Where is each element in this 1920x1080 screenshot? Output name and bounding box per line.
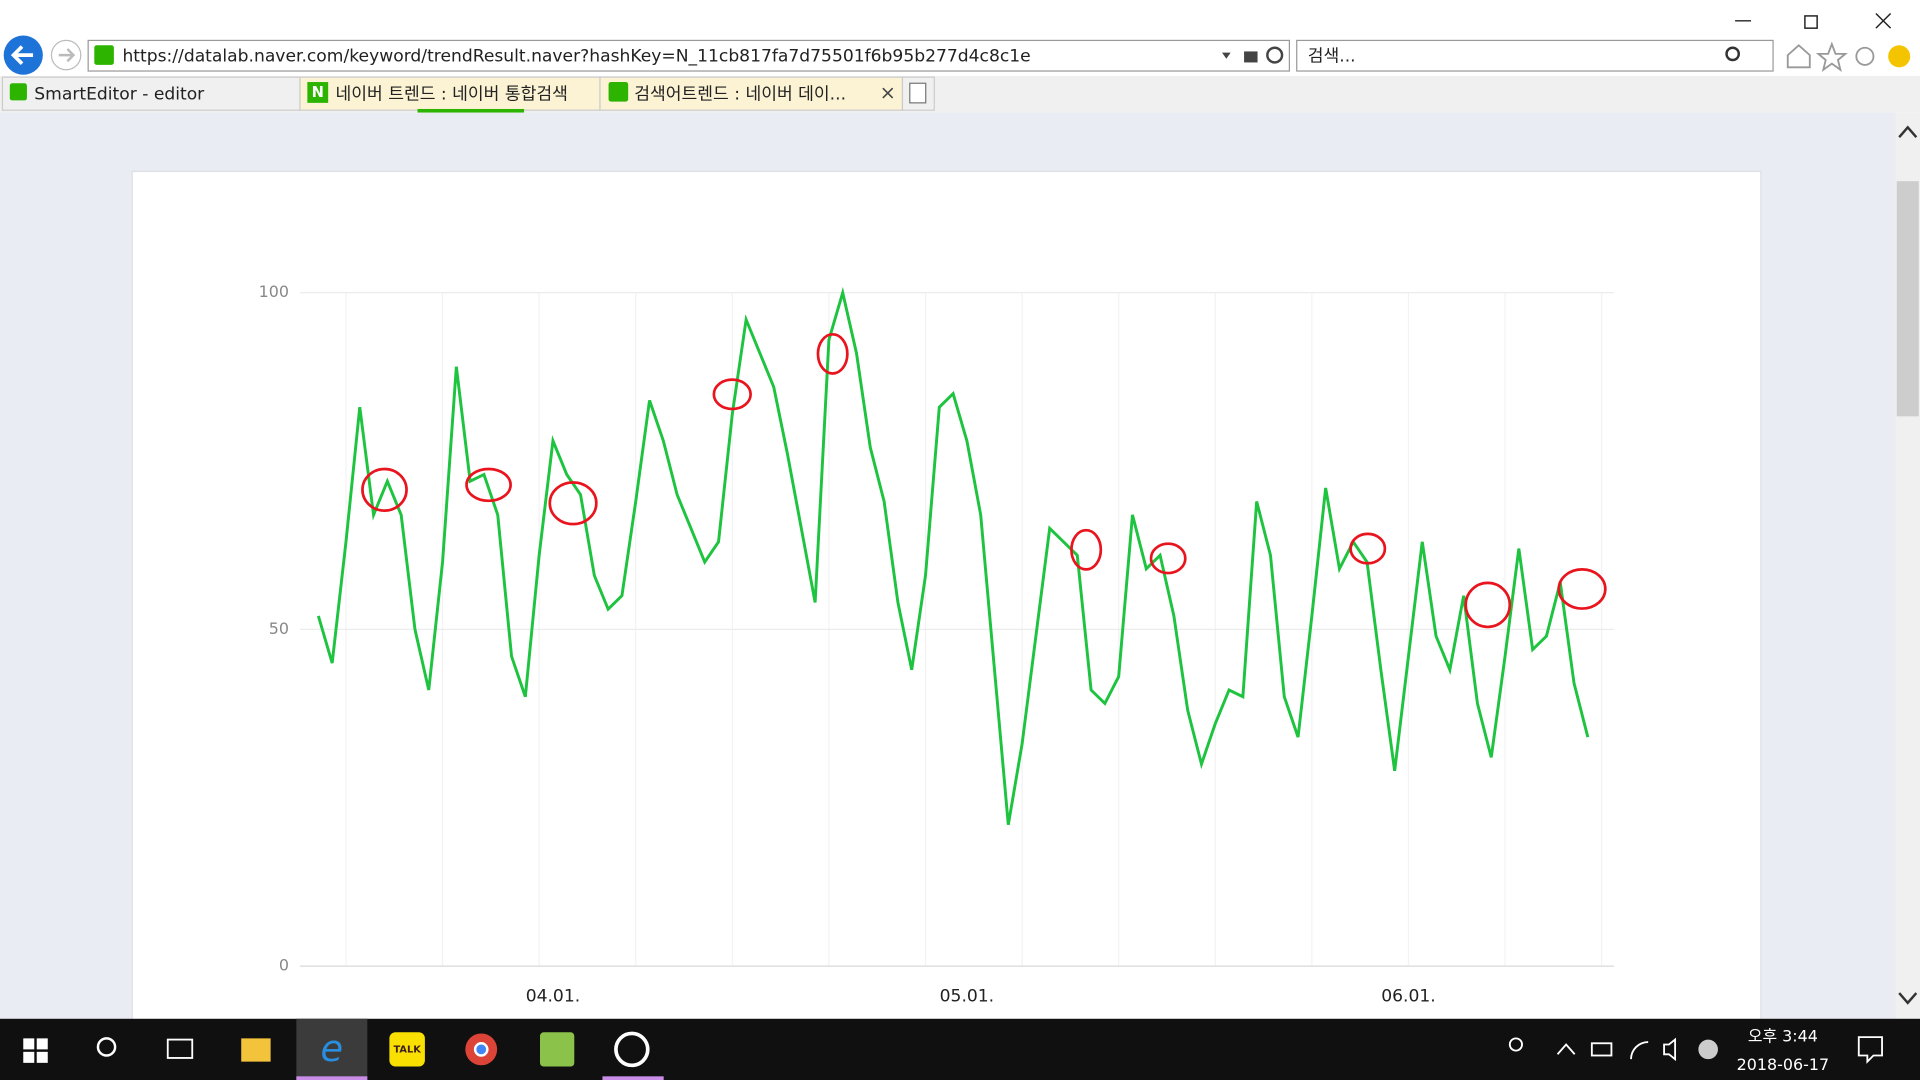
toolbar-icons (1786, 41, 1875, 72)
app-icon[interactable] (614, 1031, 650, 1068)
favorites-icon[interactable] (1815, 41, 1848, 72)
app-icon[interactable] (540, 1032, 575, 1067)
window-controls (1735, 12, 1892, 29)
hand-circle (712, 378, 752, 411)
tab[interactable] (599, 76, 904, 111)
taskbar (0, 1018, 1920, 1080)
chart-panel (131, 170, 1762, 1030)
address-bar[interactable] (87, 39, 1290, 72)
tab-icon (307, 82, 329, 103)
restore[interactable] (1804, 15, 1818, 29)
x-tick-label: 06.01. (1381, 987, 1435, 1007)
plot: 0 50 100 04.01. 05.01. 06.01. (259, 282, 1614, 1007)
wifi-icon[interactable] (1630, 1041, 1649, 1060)
start-button[interactable] (23, 1038, 48, 1063)
tab-icon (608, 82, 629, 102)
ie-icon: e (321, 1027, 344, 1070)
active-indicator (296, 1076, 368, 1080)
naver-n: N (312, 84, 324, 101)
search-box[interactable] (1296, 39, 1774, 72)
hand-circle (816, 332, 849, 375)
hand-circle (1349, 532, 1387, 565)
chrome-center (473, 1042, 489, 1057)
tray-icons (1508, 1037, 1677, 1062)
hand-circle (1070, 528, 1103, 571)
tab-title: SmartEditor - editor (34, 84, 205, 104)
active-app[interactable] (296, 1018, 368, 1080)
home-icon[interactable] (1786, 44, 1811, 69)
search-taskbar[interactable] (96, 1037, 117, 1057)
y-tick-label: 50 (269, 619, 289, 638)
new-tab-icon (909, 82, 927, 104)
close[interactable] (1875, 12, 1892, 29)
tab[interactable] (1, 76, 301, 111)
hand-circle (1464, 581, 1512, 629)
back-icon (10, 45, 34, 65)
trend-line (316, 286, 1590, 825)
clock-date: 2018-06-17 (1737, 1055, 1829, 1074)
x-tick-label: 05.01. (940, 987, 994, 1007)
kakao-icon[interactable] (389, 1032, 425, 1067)
clock-time: 오후 3:44 (1748, 1027, 1818, 1046)
app-indicator (602, 1076, 664, 1080)
hand-circle (1557, 568, 1607, 610)
url: https://datalab.naver.com/keyword/trendR… (122, 46, 1030, 66)
tab-underline (417, 108, 525, 113)
search-icon[interactable] (1725, 46, 1740, 62)
search-placeholder: 검색... (1308, 46, 1356, 66)
dropdown[interactable] (1222, 52, 1231, 59)
favicon (94, 45, 114, 65)
people-icon[interactable] (1508, 1037, 1523, 1052)
refresh-icon[interactable] (1266, 46, 1284, 64)
scroll-down[interactable] (1898, 992, 1918, 1005)
tab-title: 검색어트렌드 : 네이버 데이... (634, 84, 846, 104)
y-tick-label: 0 (279, 956, 289, 975)
hand-circle (465, 467, 512, 503)
show-hidden[interactable] (1556, 1043, 1576, 1055)
task-view[interactable] (166, 1038, 194, 1059)
hand-circle (1149, 542, 1187, 575)
tab-icon (9, 83, 27, 101)
x-tick-label: 04.01. (526, 987, 580, 1007)
smiley-icon[interactable] (1888, 45, 1911, 68)
battery-icon[interactable] (1590, 1042, 1613, 1057)
annotations (361, 332, 1607, 629)
hand-circle (361, 467, 408, 512)
scroll-thumb[interactable] (1896, 181, 1919, 417)
kakao-label: TALK (393, 1044, 421, 1055)
ime-icon[interactable] (1698, 1039, 1718, 1060)
settings-icon[interactable] (1855, 46, 1875, 66)
lock-icon (1244, 51, 1258, 63)
volume-icon[interactable] (1663, 1037, 1677, 1062)
scroll-up[interactable] (1898, 125, 1918, 138)
explorer-icon[interactable] (241, 1038, 271, 1062)
tab-title: 네이버 트렌드 : 네이버 통합검색 (336, 84, 568, 104)
y-tick-label: 100 (259, 282, 289, 301)
forward-icon (58, 48, 76, 63)
notifications[interactable] (1857, 1036, 1883, 1064)
hand-circle (548, 481, 598, 526)
tab-close[interactable] (882, 87, 894, 99)
